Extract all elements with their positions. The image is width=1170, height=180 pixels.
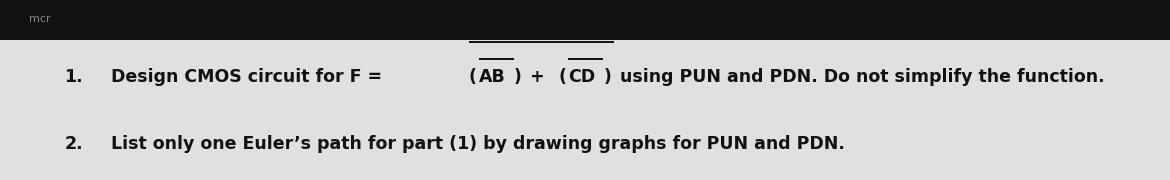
Text: Design CMOS circuit for F =: Design CMOS circuit for F = xyxy=(111,68,388,86)
Text: 2.: 2. xyxy=(64,135,83,153)
Text: mcr: mcr xyxy=(29,14,50,24)
Text: CD: CD xyxy=(569,68,596,86)
Text: ): ) xyxy=(604,68,611,86)
Bar xyxy=(0,0,1170,40)
Text: ): ) xyxy=(514,68,522,86)
Text: (: ( xyxy=(469,68,476,86)
Text: +: + xyxy=(524,68,550,86)
Text: List only one Euler’s path for part (1) by drawing graphs for PUN and PDN.: List only one Euler’s path for part (1) … xyxy=(111,135,845,153)
Text: 1.: 1. xyxy=(64,68,83,86)
Text: using PUN and PDN. Do not simplify the function.: using PUN and PDN. Do not simplify the f… xyxy=(613,68,1104,86)
Text: (: ( xyxy=(558,68,566,86)
Text: AB: AB xyxy=(479,68,505,86)
